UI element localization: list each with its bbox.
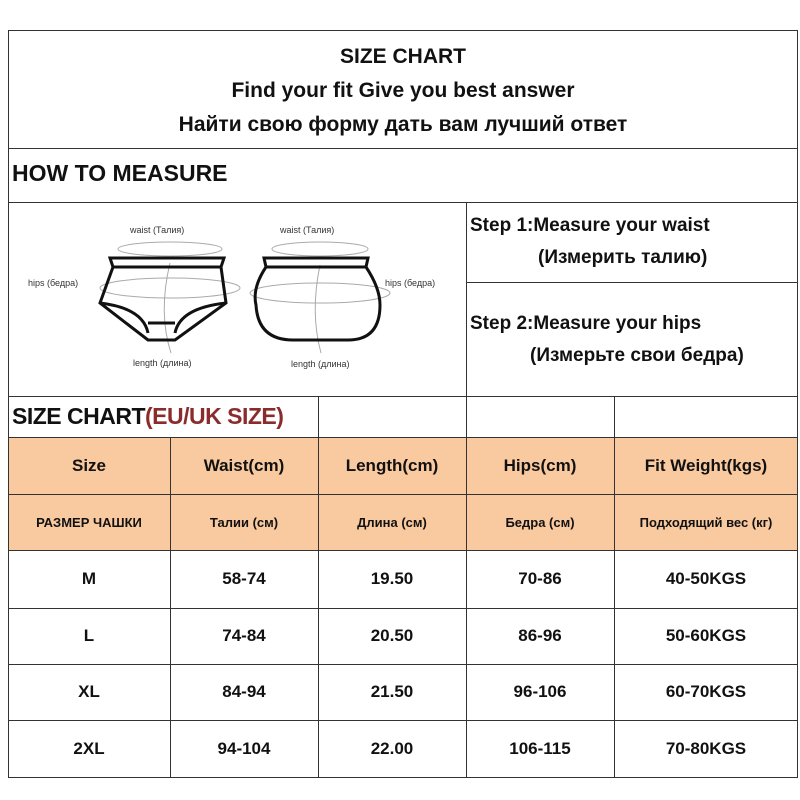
subtitle-ru: Найти свою форму дать вам лучший ответ [178, 113, 628, 136]
grid-line [170, 437, 171, 778]
brief-front-illustration [98, 241, 241, 354]
table-cell-hips: 106-115 [509, 739, 571, 758]
size-chart-region: (EU/UK SIZE) [145, 403, 284, 429]
table-cell-size: XL [78, 682, 100, 701]
grid-line [8, 550, 798, 551]
grid-line [318, 396, 319, 437]
page-title: SIZE CHART [340, 45, 466, 68]
table-cell-waist: 84-94 [222, 682, 266, 701]
table-cell-hips: 96-106 [513, 682, 567, 701]
step-2-ru: (Измерьте свои бедра) [530, 345, 744, 366]
table-header-bg [9, 437, 797, 550]
waist-label-front: waist (Талия) [129, 225, 184, 235]
column-header-waist: Waist(cm) [203, 455, 285, 475]
hips-label-back: hips (бедра) [385, 278, 435, 288]
subtitle-en: Find your fit Give you best answer [231, 79, 575, 102]
table-cell-waist: 94-104 [217, 739, 271, 758]
step-1-en: Step 1:Measure your waist [470, 215, 710, 236]
column-header-weight: Fit Weight(kgs) [644, 455, 768, 475]
grid-line [466, 396, 467, 437]
table-cell-weight: 40-50KGS [665, 569, 747, 588]
column-header-ru-weight: Подходящий вес (кг) [639, 514, 773, 530]
size-chart-frame [8, 30, 798, 778]
table-cell-weight: 50-60KGS [665, 626, 747, 645]
size-chart-heading-text: SIZE CHART [12, 403, 146, 429]
table-cell-hips: 86-96 [518, 626, 562, 645]
table-cell-size: L [83, 626, 95, 645]
table-cell-waist: 58-74 [222, 569, 266, 588]
table-cell-hips: 70-86 [518, 569, 562, 588]
grid-line [8, 437, 798, 438]
table-cell-weight: 60-70KGS [665, 682, 747, 701]
step-2-en: Step 2:Measure your hips [470, 313, 702, 334]
table-cell-length: 22.00 [370, 739, 414, 758]
length-label-front: length (длина) [133, 358, 192, 368]
grid-line [8, 608, 798, 609]
hips-label-front: hips (бедра) [28, 278, 78, 288]
table-cell-length: 21.50 [370, 682, 414, 701]
grid-line [8, 494, 798, 495]
table-cell-size: 2XL [73, 739, 105, 758]
size-chart-heading: SIZE CHART(EU/UK SIZE) [12, 403, 284, 430]
step-1: Step 1:Measure your waist (Измерить тали… [470, 210, 710, 274]
column-header-ru-hips: Бедра (см) [505, 514, 575, 530]
column-header-length: Length(cm) [345, 455, 439, 475]
grid-line [614, 396, 615, 437]
measure-diagram: waist (Талия) waist (Талия) hips (бедра)… [28, 225, 435, 369]
step-1-ru: (Измерить талию) [538, 247, 708, 268]
table-cell-length: 20.50 [370, 626, 414, 645]
brief-back-illustration [249, 241, 391, 354]
title-block: SIZE CHART Find your fit Give you best a… [8, 40, 798, 142]
table-cell-length: 19.50 [370, 569, 414, 588]
column-header-ru-length: Длина (см) [357, 514, 427, 530]
grid-line [466, 437, 467, 778]
grid-line [318, 437, 319, 778]
table-cell-waist: 74-84 [222, 626, 266, 645]
table-cell-size: M [81, 569, 97, 588]
waist-label-back: waist (Талия) [279, 225, 334, 235]
column-header-ru-waist: Талии (см) [209, 514, 279, 530]
grid-line [8, 720, 798, 721]
how-to-measure-heading: HOW TO MEASURE [12, 160, 228, 186]
column-header-hips: Hips(cm) [503, 455, 577, 475]
column-header-size: Size [71, 455, 107, 475]
grid-line [8, 664, 798, 665]
table-cell-weight: 70-80KGS [665, 739, 747, 758]
grid-line [614, 437, 615, 778]
column-header-ru-size: РАЗМЕР ЧАШКИ [36, 514, 142, 530]
step-2: Step 2:Measure your hips (Измерьте свои … [470, 308, 744, 372]
length-label-back: length (длина) [291, 359, 350, 369]
